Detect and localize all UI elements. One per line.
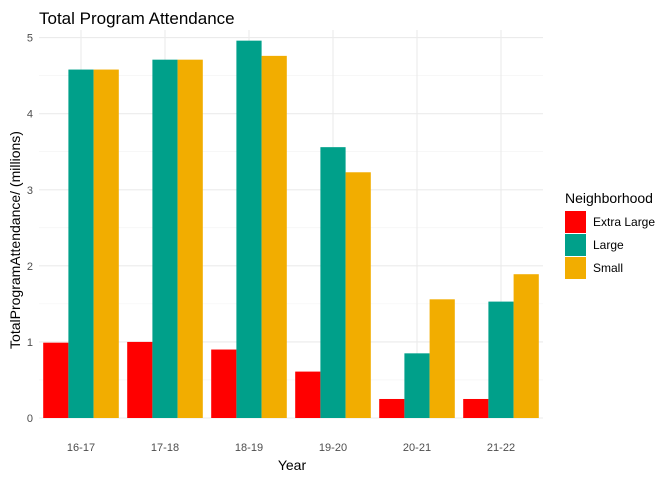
- bar-small: [429, 299, 455, 418]
- bar-large: [236, 40, 262, 419]
- legend-title: Neighborhood: [565, 190, 653, 206]
- bar-small: [261, 55, 287, 418]
- y-tick-label: 2: [27, 261, 33, 273]
- bar-extra-large: [295, 371, 321, 418]
- bar-extra-large: [379, 398, 405, 418]
- x-tick-label: 18-19: [235, 442, 263, 454]
- x-tick-label: 19-20: [319, 442, 347, 454]
- legend-label: Small: [593, 261, 623, 275]
- y-tick-label: 3: [27, 185, 33, 197]
- y-tick-label: 5: [27, 33, 33, 45]
- y-tick-labels: 0 1 2 3 4 5: [27, 33, 33, 425]
- legend-swatch: [565, 234, 586, 256]
- y-axis-title: TotalProgramAttendance/ (millions): [7, 131, 23, 349]
- bar-small: [513, 274, 539, 418]
- x-tick-label: 16-17: [67, 442, 95, 454]
- bar-large: [488, 301, 514, 418]
- legend-swatch: [565, 211, 586, 233]
- bar-extra-large: [211, 349, 237, 418]
- chart-title: Total Program Attendance: [39, 9, 235, 28]
- bar-large: [404, 353, 430, 418]
- x-tick-label: 20-21: [403, 442, 431, 454]
- bar-extra-large: [463, 398, 489, 418]
- bar-large: [152, 59, 178, 418]
- x-axis-title: Year: [278, 457, 307, 473]
- bar-large: [320, 147, 346, 419]
- x-tick-label: 21-22: [487, 442, 515, 454]
- y-tick-label: 4: [27, 109, 33, 121]
- bar-extra-large: [43, 342, 69, 418]
- y-tick-label: 0: [27, 413, 33, 425]
- bar-large: [68, 69, 94, 418]
- x-tick-label: 17-18: [151, 442, 179, 454]
- bars: [43, 40, 539, 419]
- legend-items: Extra Large Large Small: [565, 211, 655, 279]
- legend-label: Large: [593, 238, 624, 252]
- bar-small: [177, 59, 203, 418]
- x-tick-labels: 16-17 17-18 18-19 19-20 20-21 21-22: [67, 442, 515, 454]
- legend: Neighborhood Extra Large Large Small: [565, 190, 655, 279]
- legend-label: Extra Large: [593, 215, 655, 229]
- legend-swatch: [565, 257, 586, 279]
- bar-extra-large: [127, 341, 153, 418]
- bar-small: [345, 172, 371, 418]
- bar-small: [93, 69, 119, 418]
- y-tick-label: 1: [27, 337, 33, 349]
